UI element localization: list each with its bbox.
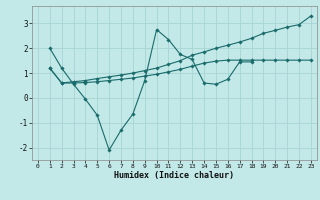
X-axis label: Humidex (Indice chaleur): Humidex (Indice chaleur) xyxy=(115,171,234,180)
